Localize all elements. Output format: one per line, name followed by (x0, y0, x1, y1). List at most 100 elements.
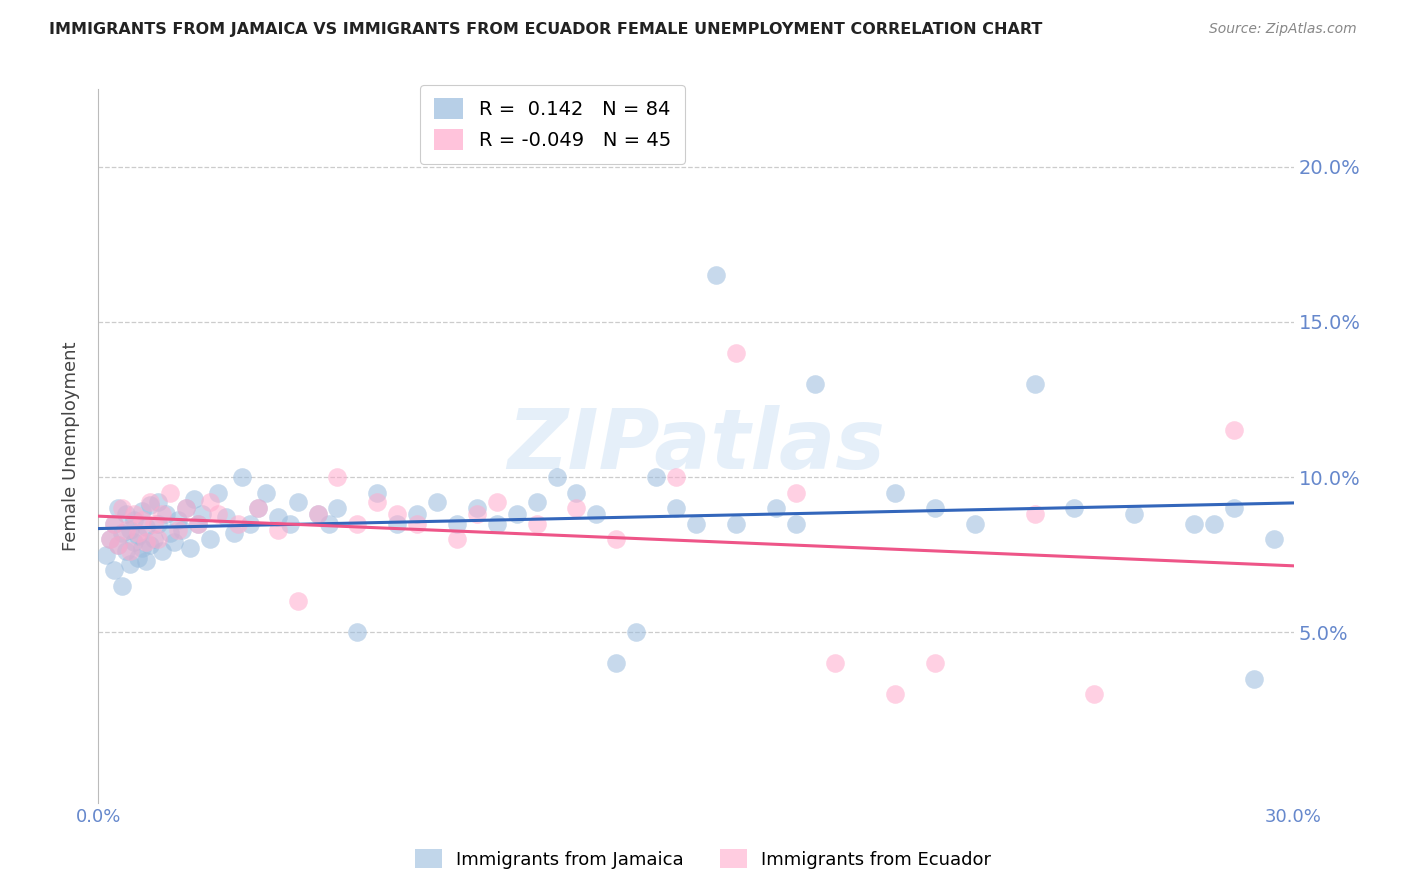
Point (346, 516, 368, 531)
Point (1123, 508, 1146, 522)
Point (246, 501, 269, 516)
Point (174, 501, 197, 516)
Point (1223, 501, 1246, 516)
Point (605, 656, 627, 670)
Point (526, 516, 548, 531)
Point (120, 544, 142, 558)
Point (287, 495, 309, 509)
Point (183, 491, 205, 506)
Point (124, 513, 146, 527)
Point (1263, 532, 1285, 546)
Point (107, 501, 129, 516)
Point (884, 485, 907, 500)
Point (120, 557, 142, 571)
Legend: R =  0.142   N = 84, R = -0.049   N = 45: R = 0.142 N = 84, R = -0.049 N = 45 (420, 85, 685, 164)
Point (127, 550, 149, 565)
Text: Source: ZipAtlas.com: Source: ZipAtlas.com (1209, 22, 1357, 37)
Point (287, 594, 309, 608)
Point (307, 508, 329, 522)
Point (131, 513, 153, 527)
Point (326, 501, 349, 516)
Point (135, 554, 157, 568)
Point (159, 525, 181, 540)
Point (148, 532, 170, 546)
Point (765, 501, 787, 516)
Point (115, 544, 138, 558)
Point (1223, 424, 1246, 438)
Point (143, 516, 166, 531)
Point (111, 579, 134, 593)
Point (267, 510, 290, 524)
Point (465, 508, 488, 522)
Point (565, 485, 588, 500)
Y-axis label: Female Unemployment: Female Unemployment (62, 342, 80, 550)
Point (605, 532, 627, 546)
Point (115, 523, 138, 537)
Point (139, 495, 162, 509)
Point (155, 508, 177, 522)
Point (207, 508, 229, 522)
Point (665, 470, 688, 484)
Point (148, 516, 170, 531)
Point (685, 516, 707, 531)
Point (96, 548, 118, 562)
Point (98, 532, 122, 546)
Point (198, 495, 221, 509)
Point (565, 501, 588, 516)
Point (135, 535, 157, 549)
Point (103, 563, 125, 577)
Point (150, 508, 173, 522)
Point (124, 508, 146, 522)
Point (1024, 508, 1046, 522)
Point (884, 687, 907, 701)
Text: IMMIGRANTS FROM JAMAICA VS IMMIGRANTS FROM ECUADOR FEMALE UNEMPLOYMENT CORRELATI: IMMIGRANTS FROM JAMAICA VS IMMIGRANTS FR… (49, 22, 1043, 37)
Point (546, 470, 568, 484)
Point (804, 376, 827, 391)
Point (111, 525, 134, 540)
Point (963, 516, 986, 531)
Point (724, 516, 747, 531)
Point (207, 485, 229, 500)
Point (385, 508, 409, 522)
Point (506, 508, 529, 522)
Point (924, 656, 946, 670)
Point (120, 523, 142, 537)
Point (526, 495, 548, 509)
Point (127, 525, 149, 540)
Point (426, 495, 449, 509)
Point (485, 495, 508, 509)
Point (1182, 516, 1205, 531)
Point (139, 498, 162, 512)
Point (326, 470, 349, 484)
Point (1083, 687, 1105, 701)
Point (446, 516, 468, 531)
Point (246, 501, 269, 516)
Point (215, 510, 238, 524)
Point (172, 523, 194, 537)
Point (167, 513, 190, 527)
Point (785, 485, 807, 500)
Point (254, 485, 277, 500)
Point (107, 538, 129, 552)
Point (1024, 376, 1046, 391)
Point (131, 541, 153, 556)
Point (267, 523, 290, 537)
Point (187, 516, 209, 531)
Point (187, 516, 209, 531)
Point (645, 470, 668, 484)
Point (585, 508, 607, 522)
Point (139, 538, 162, 552)
Point (107, 538, 129, 552)
Point (150, 544, 173, 558)
Point (103, 516, 125, 531)
Point (924, 501, 946, 516)
Point (346, 625, 368, 640)
Point (366, 485, 388, 500)
Legend: Immigrants from Jamaica, Immigrants from Ecuador: Immigrants from Jamaica, Immigrants from… (408, 842, 998, 876)
Point (318, 516, 340, 531)
Point (485, 516, 508, 531)
Point (222, 525, 245, 540)
Point (406, 508, 429, 522)
Point (159, 485, 181, 500)
Point (174, 501, 197, 516)
